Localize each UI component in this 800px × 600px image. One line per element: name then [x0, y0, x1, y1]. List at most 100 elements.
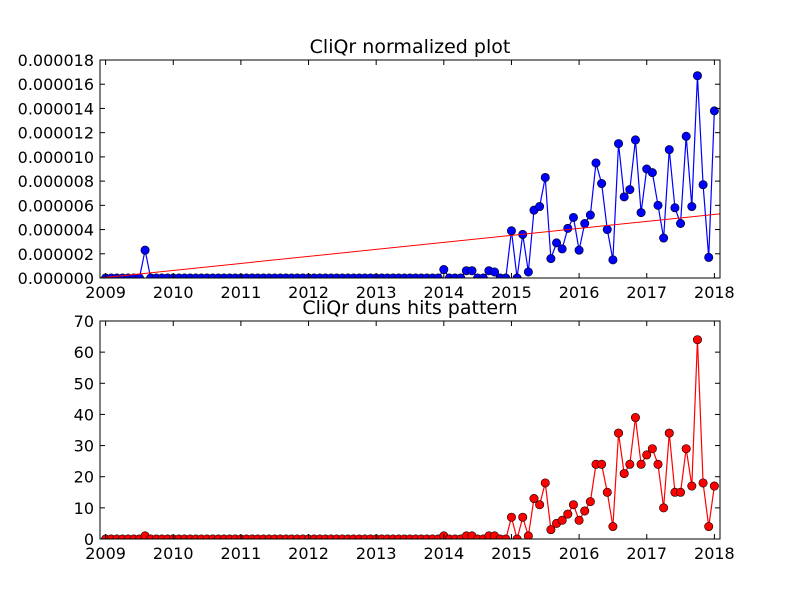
data-point [540, 172, 550, 182]
data-point [568, 500, 578, 510]
x-tick-label: 2017 [626, 544, 667, 563]
data-point [619, 469, 629, 479]
y-tick-label: 10 [74, 499, 94, 518]
data-point [670, 203, 680, 213]
data-point [467, 266, 477, 276]
x-tick-label: 2011 [221, 544, 262, 563]
y-tick-label: 50 [74, 374, 94, 393]
data-point [636, 208, 646, 218]
chart-normalized: CliQr normalized plot 2009 2010 2011 2012 20… [18, 36, 735, 302]
data-point [625, 459, 635, 469]
y-tick-label: 0 [84, 530, 94, 549]
data-point [653, 459, 663, 469]
y-tick-label: 0.000010 [18, 148, 94, 167]
x-tick-label: 2012 [288, 544, 329, 563]
y-tick-label: 0.000014 [18, 99, 94, 118]
data-point [642, 450, 652, 460]
axes-duns-hits: 2009 2010 2011 2012 2013 2014 2015 2016 2017 2018… [74, 312, 735, 563]
data-point [602, 487, 612, 497]
data-point [698, 478, 708, 488]
x-tick-label: 2012 [288, 283, 329, 302]
data-point [574, 515, 584, 525]
data-point [608, 255, 618, 265]
data-point [597, 459, 607, 469]
data-point [692, 71, 702, 81]
data-point [580, 506, 590, 516]
y-tick-label: 0.000012 [18, 124, 94, 143]
y-tick-label: 0.000016 [18, 75, 94, 94]
data-point [523, 531, 533, 539]
plot-frame [99, 320, 721, 540]
y-tick-label: 0.000004 [18, 221, 94, 240]
data-point [602, 225, 612, 235]
x-tick-label: 2009 [85, 544, 126, 563]
x-tick-label: 2017 [626, 283, 667, 302]
data-point [630, 135, 640, 145]
x-tick-label: 2016 [559, 544, 600, 563]
chart-duns-hits: CliQr duns hits pattern 2009 2010 2011 2012… [74, 297, 735, 563]
axes-normalized: 2009 2010 2011 2012 2013 2014 2015 2016 2017 2018… [18, 51, 735, 302]
y-tick-label: 30 [74, 437, 94, 456]
data-point [614, 428, 624, 438]
data-point [664, 145, 674, 155]
data-point [490, 267, 500, 277]
data-point [614, 139, 624, 149]
data-point [681, 444, 691, 454]
data-point [563, 509, 573, 519]
x-tick-label: 2014 [423, 283, 464, 302]
y-tick-label: 40 [74, 405, 94, 424]
y-tick-label: 0.000000 [18, 269, 94, 288]
y-tick-label: 20 [74, 468, 94, 487]
data-point [506, 512, 516, 522]
data-point [535, 500, 545, 510]
y-tick-label: 70 [74, 312, 94, 331]
x-tick-label: 2013 [356, 544, 397, 563]
x-tick-label: 2010 [153, 283, 194, 302]
data-point [557, 244, 567, 254]
data-point [664, 428, 674, 438]
data-point [704, 252, 714, 262]
data-point [659, 233, 669, 243]
data-point [552, 238, 562, 248]
data-point [647, 444, 657, 454]
data-point [659, 503, 669, 513]
chart-title: CliQr normalized plot [310, 36, 511, 58]
data-point [597, 179, 607, 189]
chart-title: CliQr duns hits pattern [302, 297, 517, 319]
data-point [676, 219, 686, 229]
data-point [529, 494, 539, 504]
data-point [653, 200, 663, 210]
data-point [574, 245, 584, 255]
data-point [608, 522, 618, 532]
trend-line [100, 213, 720, 278]
x-tick-label: 2010 [153, 544, 194, 563]
x-tick-label: 2016 [559, 283, 600, 302]
y-tick-label: 0.000018 [18, 51, 94, 70]
data-point [563, 223, 573, 233]
data-point [704, 522, 714, 532]
data-point [709, 481, 719, 491]
x-tick-label: 2015 [491, 283, 532, 302]
y-tick-label: 0.000008 [18, 172, 94, 191]
data-point [692, 335, 702, 345]
data-point [709, 106, 719, 116]
x-tick-label: 2009 [85, 283, 126, 302]
x-tick-label: 2011 [221, 283, 262, 302]
data-point [698, 180, 708, 190]
x-tick-label: 2015 [491, 544, 532, 563]
data-point [535, 202, 545, 212]
data-point [140, 245, 150, 255]
data-point [585, 497, 595, 507]
data-point [630, 413, 640, 423]
x-tick-label: 2013 [356, 283, 397, 302]
data-point [647, 168, 657, 178]
data-point [681, 131, 691, 141]
data-point [687, 202, 697, 212]
data-point [546, 525, 556, 535]
data-point [568, 212, 578, 222]
y-tick-label: 0.000006 [18, 196, 94, 215]
y-tick-label: 0.000002 [18, 245, 94, 264]
data-point [625, 185, 635, 195]
